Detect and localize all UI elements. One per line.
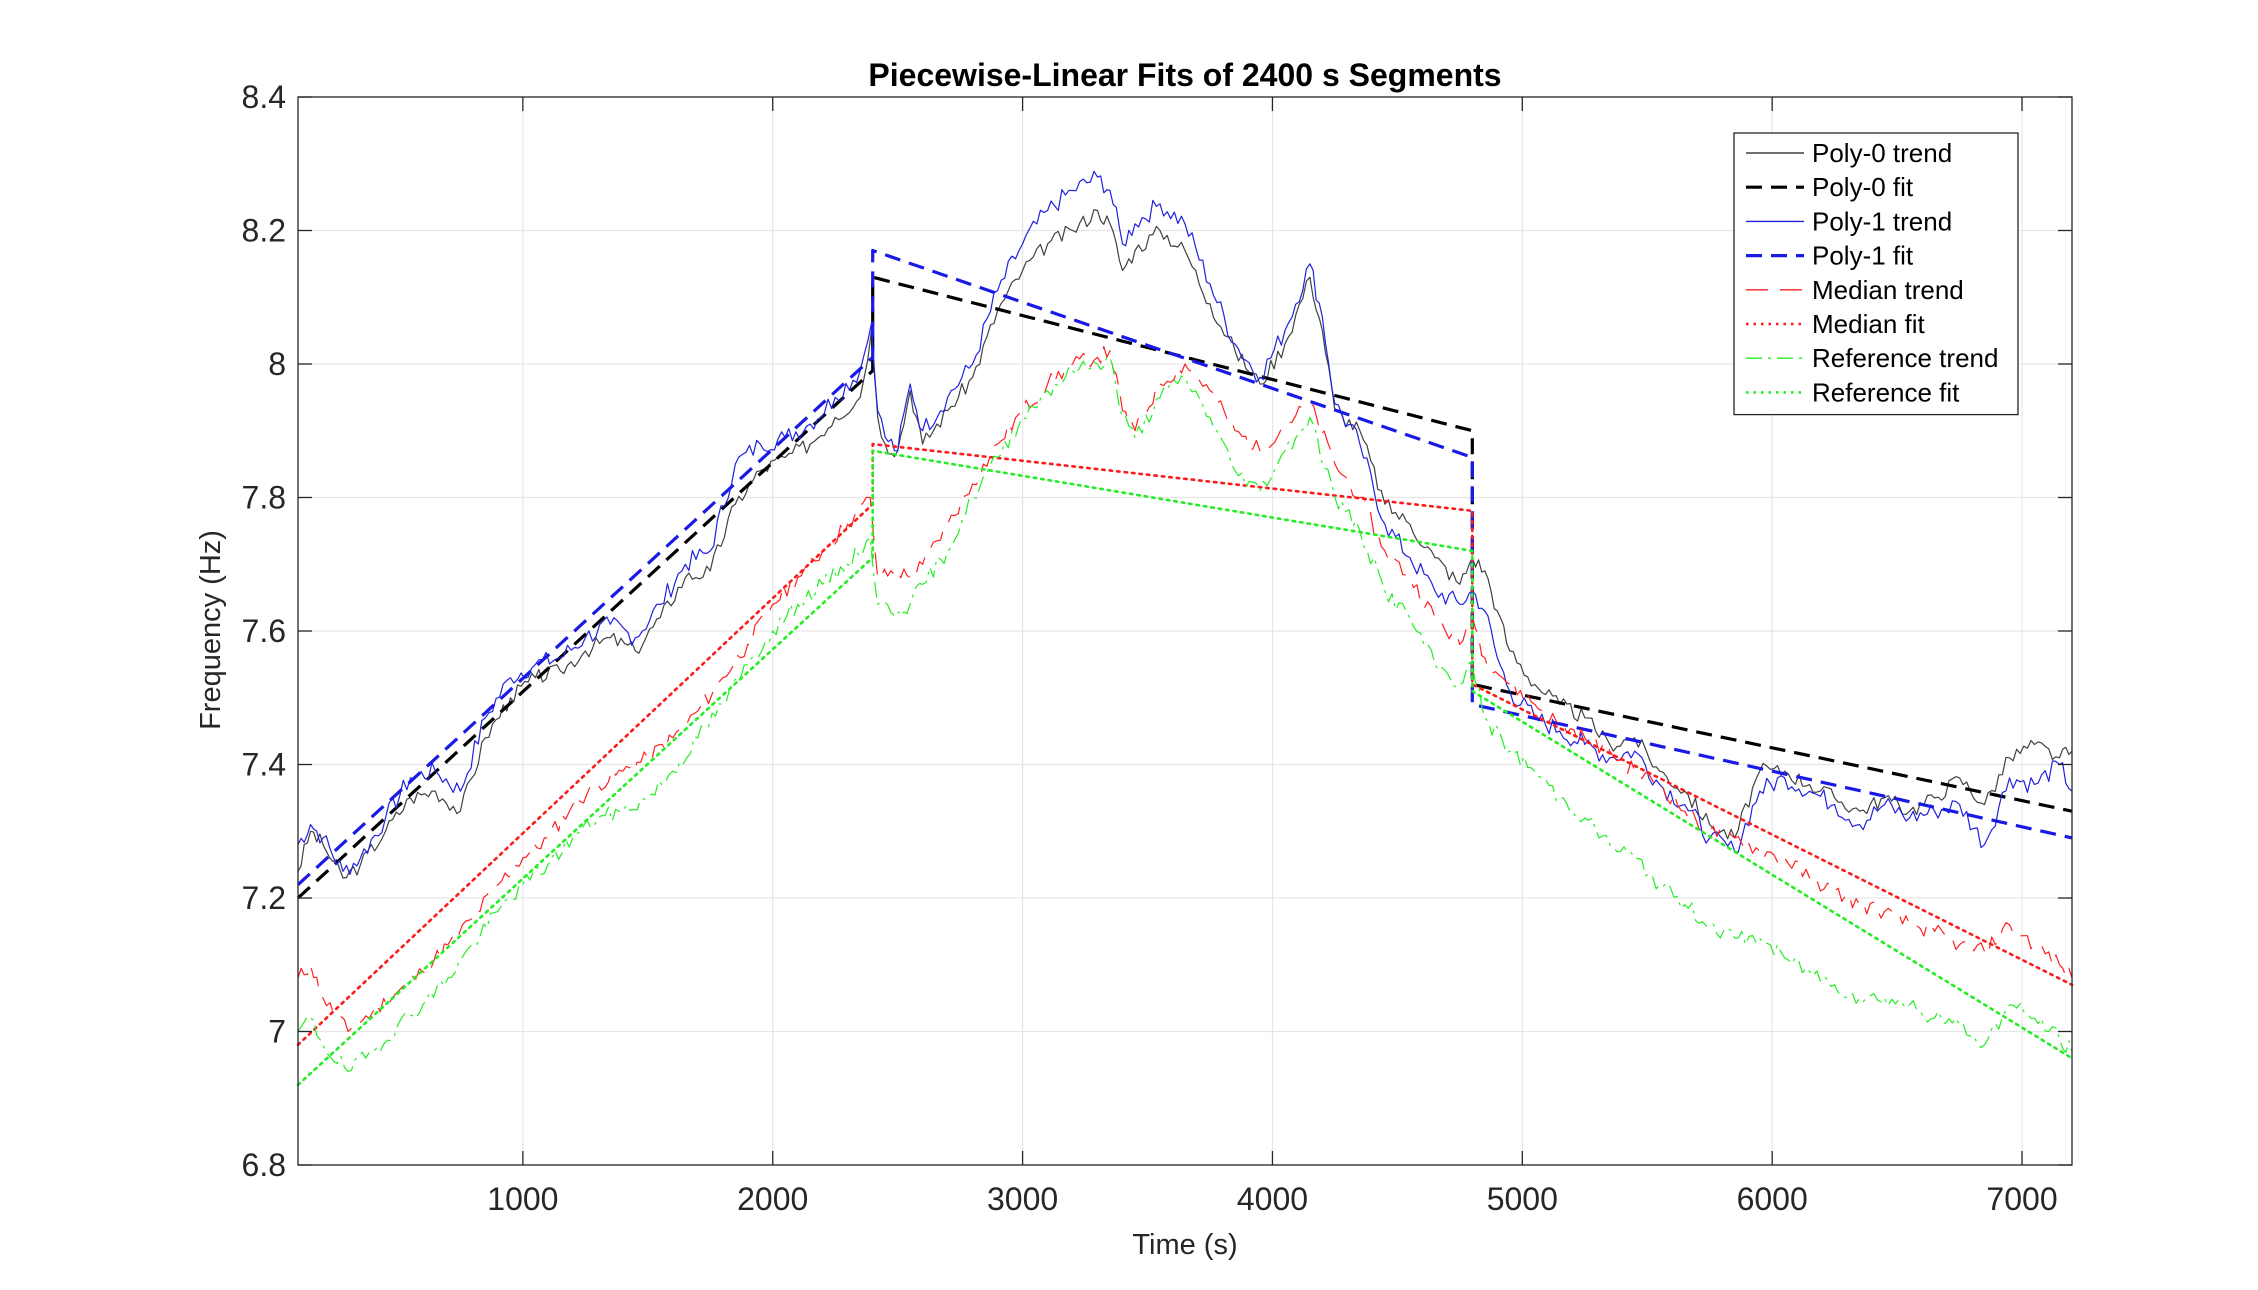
legend-label: Poly-0 fit [1812,172,1914,202]
y-tick-label: 7 [268,1014,286,1050]
legend-label: Reference fit [1812,377,1960,407]
y-tick-label: 7.4 [242,747,286,783]
plot-lines [296,170,2074,1087]
axis-ticks: 1000 2000 3000 4000 5000 6000 7000 6.8 7 7.2 7.4 7.… [242,79,2072,1217]
y-tick-label: 6.8 [242,1147,286,1183]
series-line-poly-0-trend [297,209,2073,879]
y-tick-label: 8.2 [242,213,286,249]
legend-label: Reference trend [1812,343,1998,373]
y-tick-label: 8.4 [242,79,286,115]
legend-label: Median trend [1812,275,1964,305]
chart-title: Piecewise-Linear Fits of 2400 s Segments [868,57,1501,93]
legend-label: Poly-0 trend [1812,138,1952,168]
series-line-reference-trend [297,356,2073,1073]
y-tick-label: 7.2 [242,880,286,916]
legend: Poly-0 trend Poly-0 fit Poly-1 trend Poly-1… [1733,132,2019,416]
y-axis-label: Frequency (Hz) [195,530,227,730]
series-line-median-fit [296,442,2074,1047]
x-tick-label: 2000 [737,1181,808,1217]
x-tick-label: 4000 [1237,1181,1308,1217]
legend-label: Poly-1 trend [1812,206,1952,236]
series-line-poly-1-fit [296,248,2073,886]
legend-label: Poly-1 fit [1812,241,1914,271]
y-tick-label: 7.6 [242,613,286,649]
x-tick-label: 3000 [987,1181,1058,1217]
x-tick-label: 6000 [1737,1181,1808,1217]
x-tick-label: 7000 [1986,1181,2057,1217]
x-axis-label: Time (s) [1132,1229,1237,1261]
y-tick-label: 8 [268,346,286,382]
x-tick-label: 5000 [1487,1181,1558,1217]
series-line-poly-1-trend [297,170,2073,875]
legend-box [1733,132,2019,416]
y-tick-label: 7.8 [242,480,286,516]
x-tick-label: 1000 [487,1181,558,1217]
legend-label: Median fit [1812,309,1925,339]
series-line-median-trend [297,346,2073,1033]
